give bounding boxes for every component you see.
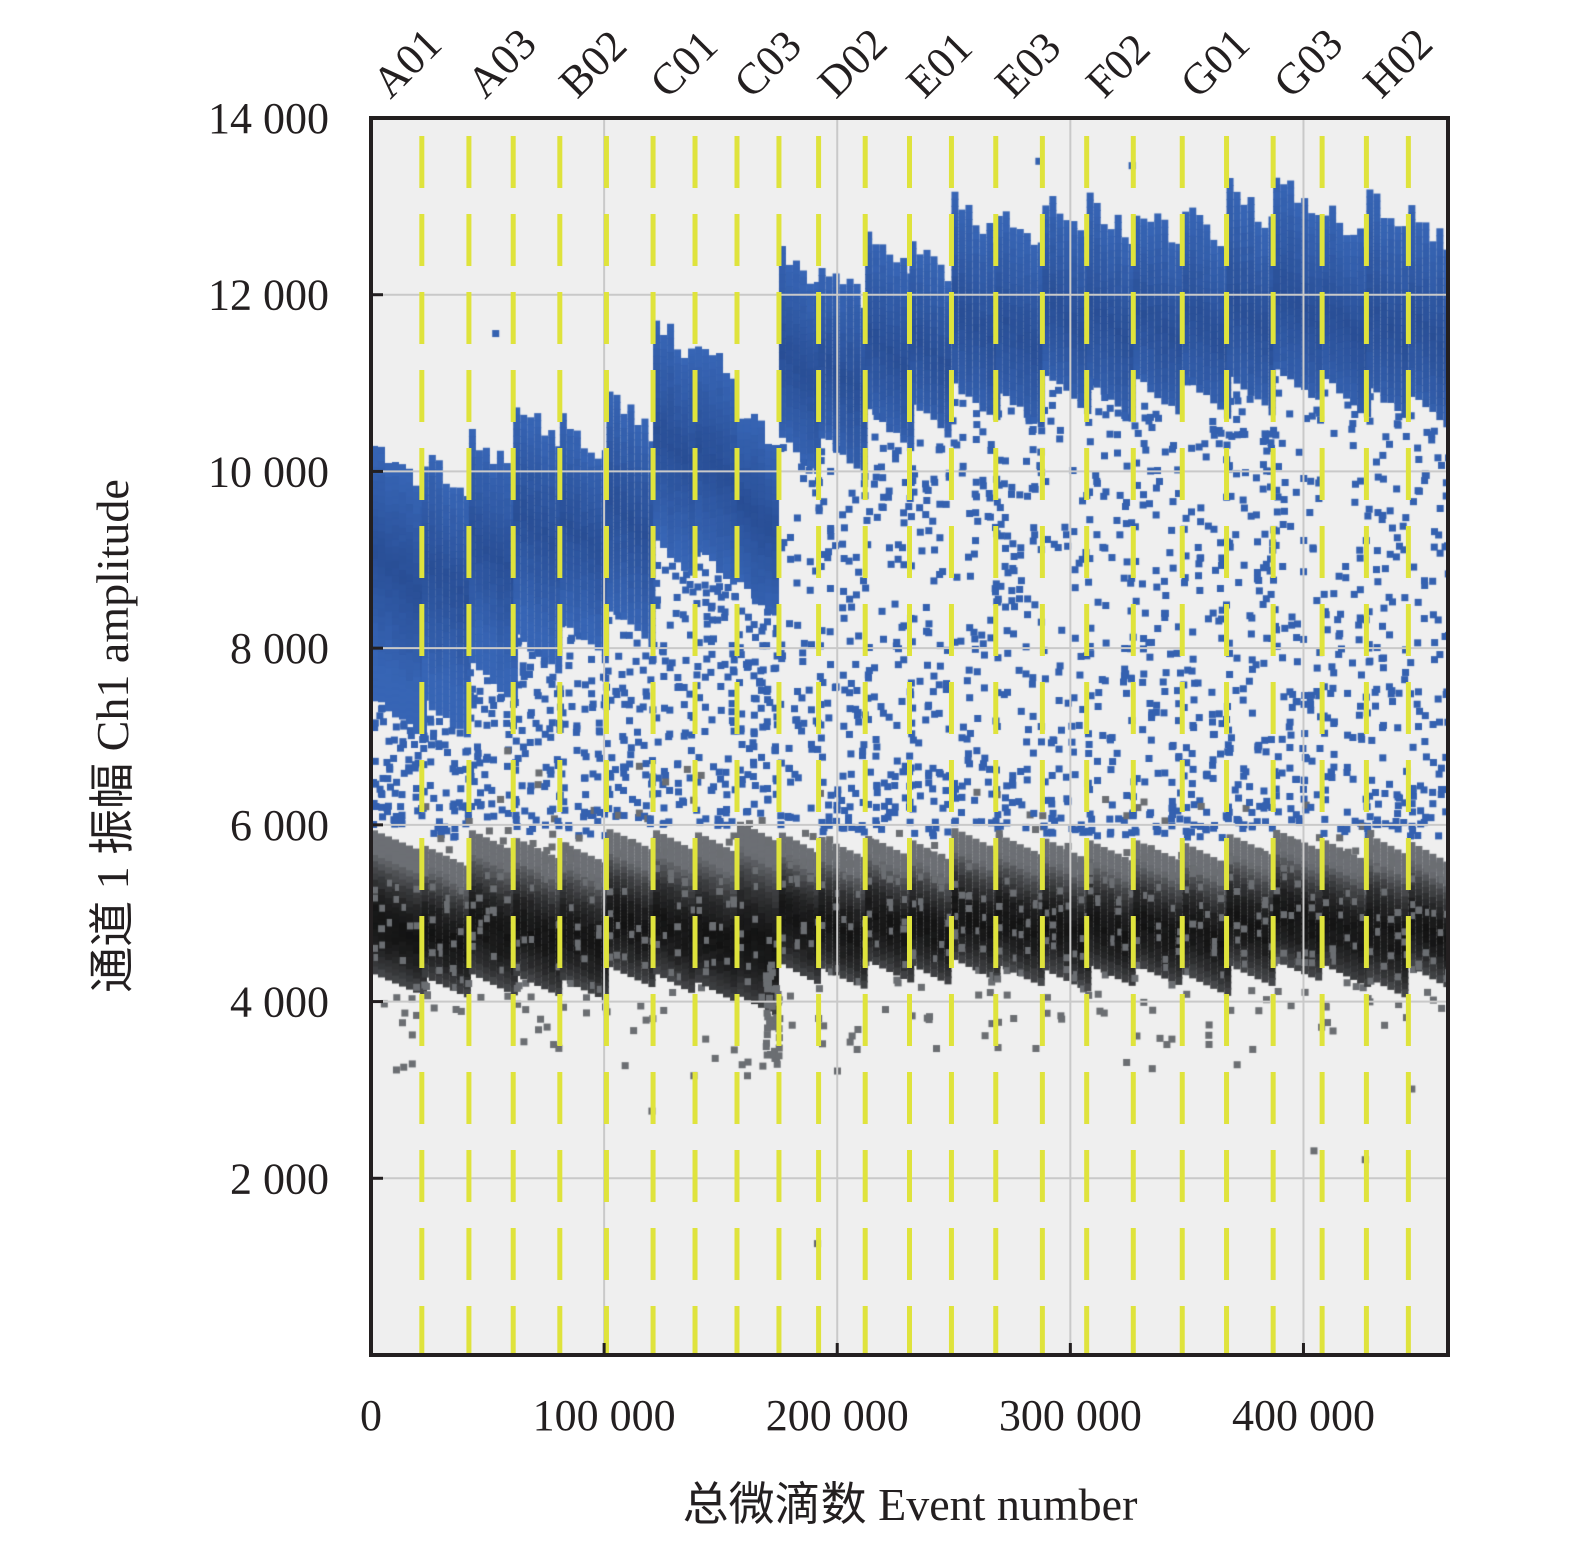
well-label: C03 (724, 21, 811, 108)
well-label: E01 (897, 22, 982, 107)
well-label: F02 (1076, 24, 1159, 107)
y-tick-label: 12 000 (208, 271, 329, 320)
well-dividers (419, 136, 1411, 1355)
well-label: G03 (1264, 19, 1352, 107)
well-label: D02 (808, 19, 896, 107)
y-tick-label: 14 000 (208, 94, 329, 143)
x-tick-label: 400 000 (1232, 1391, 1375, 1440)
x-tick-label: 300 000 (999, 1391, 1142, 1440)
y-tick-label: 4 000 (230, 978, 329, 1027)
well-label: B02 (550, 21, 637, 108)
y-tick-label: 8 000 (230, 624, 329, 673)
x-axis-title: 总微滴数 Event number (683, 1479, 1138, 1530)
well-label: C01 (640, 21, 727, 108)
y-axis-title: 通道 1 振幅 Ch1 amplitude (87, 479, 138, 993)
x-tick-label: 0 (360, 1391, 382, 1440)
x-axis-ticks: 0 100 000 200 000 300 000 400 000 (360, 1343, 1375, 1440)
plot-frame (369, 116, 1450, 1357)
well-label: H02 (1354, 19, 1442, 107)
y-tick-label: 2 000 (230, 1154, 329, 1203)
x-tick-label: 100 000 (533, 1391, 676, 1440)
well-label: A01 (363, 19, 451, 107)
well-label: A03 (457, 19, 545, 107)
y-tick-label: 6 000 (230, 801, 329, 850)
y-axis-ticks: 2 000 4 000 6 000 8 000 10 000 12 000 14 000 (208, 94, 383, 1203)
well-label: E03 (985, 22, 1070, 107)
well-label: G01 (1171, 19, 1259, 107)
x-tick-label: 200 000 (766, 1391, 909, 1440)
y-tick-label: 10 000 (208, 447, 329, 496)
